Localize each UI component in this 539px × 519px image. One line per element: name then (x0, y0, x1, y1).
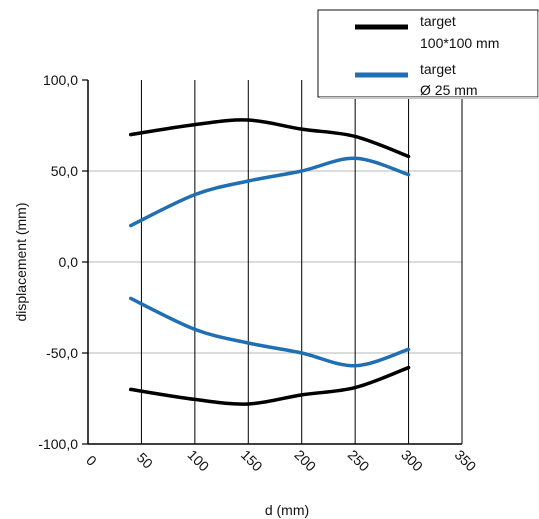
series-line-2 (128, 156, 411, 228)
x-axis-label: d (mm) (265, 502, 309, 518)
legend-box (317, 9, 539, 98)
legend-shadow (320, 97, 538, 99)
y-tick-label: 0,0 (59, 254, 79, 270)
legend-label-black-line-1: target (420, 13, 456, 29)
y-axis-label: displacement (mm) (13, 202, 29, 321)
y-tick-label: 100,0 (43, 72, 78, 88)
axes-layer (82, 79, 462, 445)
series-line-0 (128, 118, 411, 159)
series-line-1 (128, 365, 411, 406)
y-tick-label: 50,0 (51, 163, 78, 179)
legend-label-black-line-2: 100*100 mm (420, 35, 499, 51)
legend-label-blue-line-1: target (420, 61, 456, 77)
series-layer (128, 118, 411, 406)
series-line-3 (128, 296, 411, 368)
legend-label-blue-line-2: Ø 25 mm (420, 82, 478, 98)
grid-layer (88, 80, 463, 444)
legend: target 100*100 mm target Ø 25 mm (317, 9, 539, 99)
y-tick-label: -100,0 (38, 436, 78, 452)
y-tick-label: -50,0 (46, 345, 78, 361)
